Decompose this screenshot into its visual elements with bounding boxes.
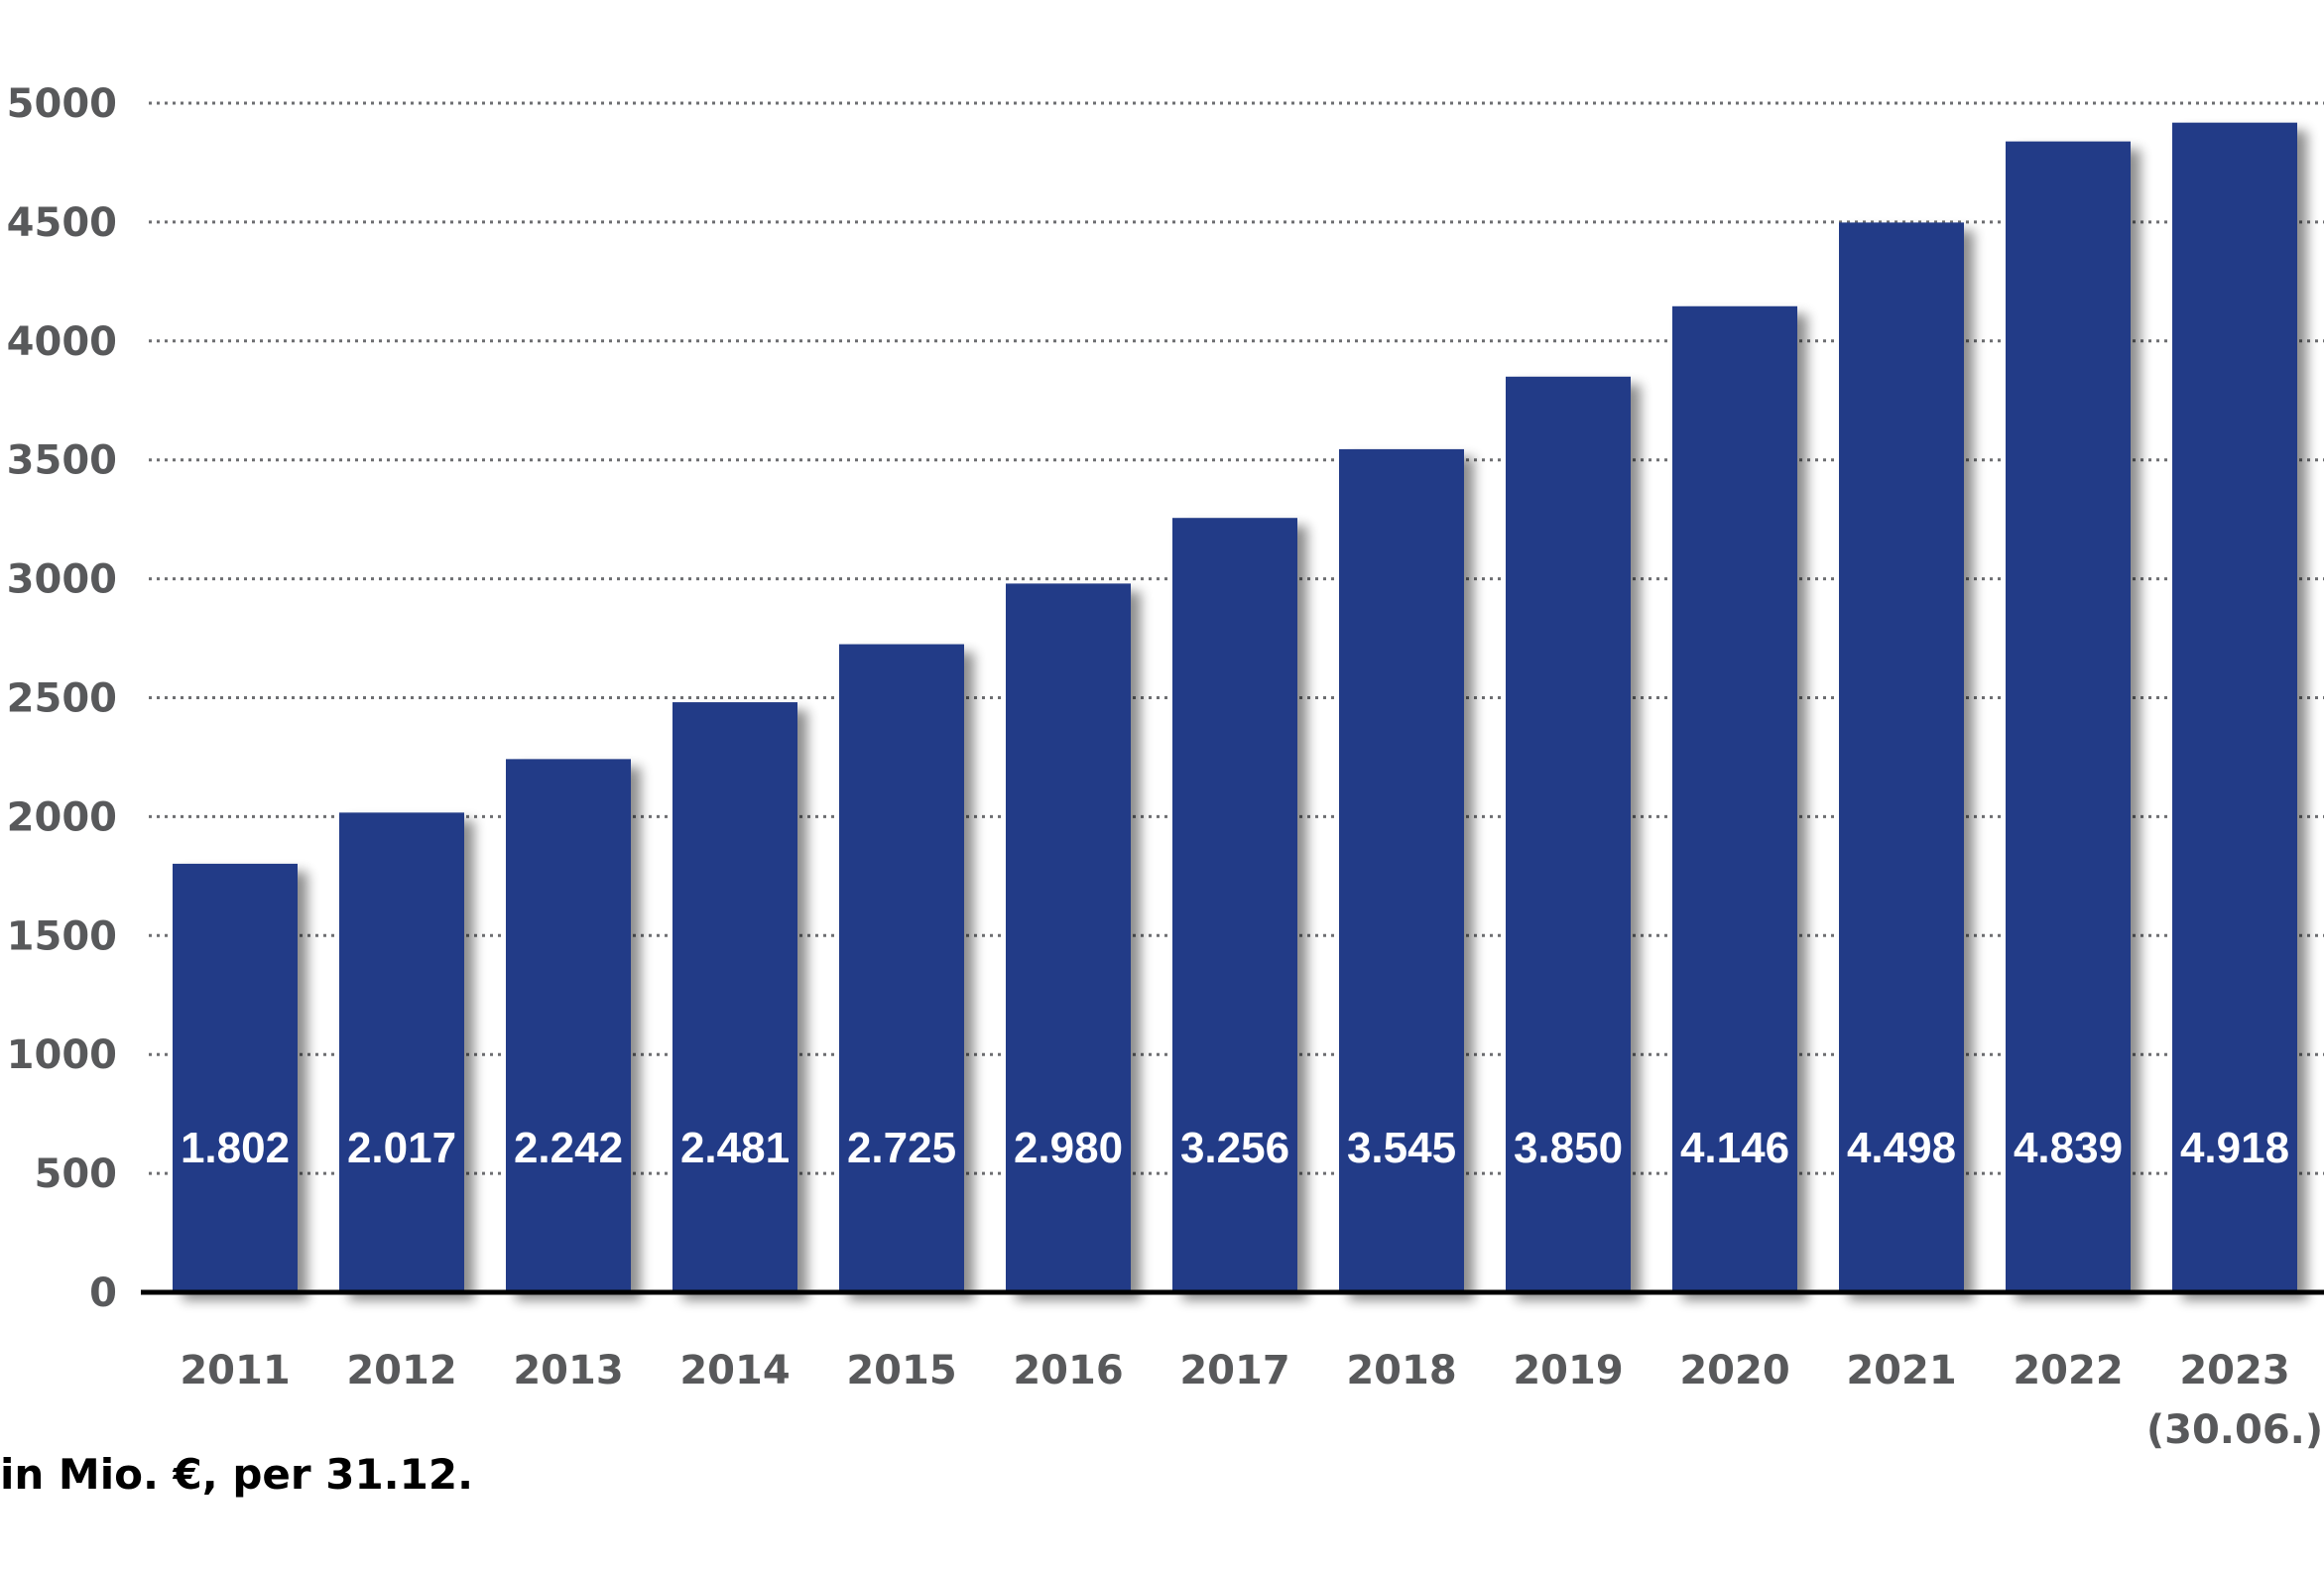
bar-2018 — [1339, 448, 1464, 1292]
data-labels: 1.802 2.017 2.242 2.481 2.725 2.980 3.256 3.545… — [181, 1124, 2289, 1172]
x-tick-label: 2015 — [846, 1348, 956, 1393]
bar-2019 — [1506, 376, 1631, 1292]
bars — [173, 122, 2297, 1293]
data-label: 4.918 — [2180, 1124, 2289, 1172]
bar-2021 — [1839, 222, 1964, 1292]
data-label: 3.545 — [1347, 1124, 1456, 1172]
y-tick-label: 3000 — [7, 557, 117, 603]
x-tick-label: 2012 — [346, 1348, 456, 1393]
y-tick-label: 500 — [35, 1151, 118, 1197]
data-label: 4.839 — [2014, 1124, 2123, 1172]
x-tick-label: 2014 — [679, 1348, 790, 1393]
y-tick-label: 0 — [89, 1270, 117, 1316]
x-tick-label: 2017 — [1179, 1348, 1289, 1393]
x-tick-label: 2022 — [2013, 1348, 2123, 1393]
x-tick-label: 2021 — [1846, 1348, 1956, 1393]
x-tick-label: 2016 — [1013, 1348, 1123, 1393]
unit-footnote: in Mio. €, per 31.12. — [0, 1450, 474, 1499]
data-label: 2.725 — [847, 1124, 956, 1172]
x-tick-label: 2020 — [1679, 1348, 1789, 1393]
x-tick-label: 2019 — [1513, 1348, 1623, 1393]
y-tick-label: 4000 — [7, 319, 117, 365]
y-tick-label: 2500 — [7, 676, 117, 722]
bar-2020 — [1672, 305, 1797, 1293]
data-label: 4.146 — [1680, 1124, 1789, 1172]
y-tick-label: 1500 — [7, 913, 117, 959]
x-tick-label: 2013 — [513, 1348, 623, 1393]
data-label: 2.242 — [514, 1124, 623, 1172]
data-label: 2.980 — [1014, 1124, 1123, 1172]
y-tick-label: 4500 — [7, 200, 117, 246]
x-tick-label: 2018 — [1346, 1348, 1456, 1393]
data-label: 1.802 — [181, 1124, 290, 1172]
bar-2011 — [173, 863, 298, 1292]
y-tick-label: 3500 — [7, 438, 117, 484]
y-axis-ticks: 0 500 1000 1500 2000 2500 3000 3500 4000 4500 5000 — [7, 81, 117, 1316]
bar-2023 — [2172, 122, 2297, 1293]
bar-2014 — [673, 702, 797, 1292]
data-label: 2.017 — [347, 1124, 456, 1172]
data-label: 2.481 — [680, 1124, 790, 1172]
bar-2022 — [2006, 141, 2131, 1293]
bar-2017 — [1172, 518, 1297, 1292]
bar-2013 — [506, 759, 631, 1292]
bar-2012 — [339, 812, 464, 1292]
bar-2015 — [839, 644, 964, 1292]
y-tick-label: 5000 — [7, 81, 117, 127]
y-tick-label: 1000 — [7, 1032, 117, 1078]
data-label: 3.256 — [1180, 1124, 1289, 1172]
x-axis-ticks: 2011 2012 2013 2014 2015 2016 2017 2018 2019 2020… — [180, 1348, 2323, 1453]
data-label: 4.498 — [1847, 1124, 1956, 1172]
bar-2016 — [1006, 583, 1131, 1292]
x-tick-sublabel: (30.06.) — [2146, 1407, 2323, 1453]
x-tick-label: 2011 — [180, 1348, 290, 1393]
data-label: 3.850 — [1514, 1124, 1623, 1172]
y-tick-label: 2000 — [7, 794, 117, 840]
x-tick-label: 2023 — [2179, 1348, 2289, 1393]
